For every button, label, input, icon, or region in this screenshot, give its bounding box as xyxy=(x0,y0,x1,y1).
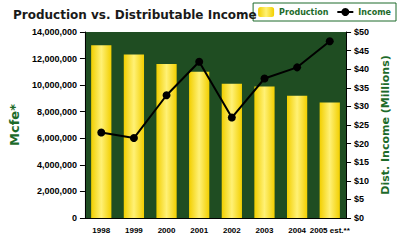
svg-text:Mcfe*: Mcfe* xyxy=(7,104,22,146)
svg-text:$30: $30 xyxy=(354,101,369,111)
svg-text:0: 0 xyxy=(72,213,77,223)
svg-text:$15: $15 xyxy=(354,157,369,167)
svg-text:14,000,000: 14,000,000 xyxy=(32,27,77,37)
svg-text:4,000,000: 4,000,000 xyxy=(37,160,77,170)
svg-text:$25: $25 xyxy=(354,120,369,130)
svg-text:1998: 1998 xyxy=(92,226,110,235)
svg-text:6,000,000: 6,000,000 xyxy=(37,133,77,143)
svg-text:2005 est.**: 2005 est.** xyxy=(310,226,351,235)
svg-text:2003: 2003 xyxy=(256,226,274,235)
svg-text:10,000,000: 10,000,000 xyxy=(32,80,77,90)
svg-text:Dist. Income (Millions): Dist. Income (Millions) xyxy=(379,55,392,195)
svg-text:$20: $20 xyxy=(354,139,369,149)
svg-text:1999: 1999 xyxy=(125,226,143,235)
svg-text:$10: $10 xyxy=(354,176,369,186)
svg-text:$50: $50 xyxy=(354,27,369,37)
svg-text:12,000,000: 12,000,000 xyxy=(32,54,77,64)
svg-text:Production: Production xyxy=(279,8,329,17)
svg-text:2004: 2004 xyxy=(288,226,306,235)
svg-text:8,000,000: 8,000,000 xyxy=(37,107,77,117)
svg-text:2000: 2000 xyxy=(158,226,176,235)
svg-text:2002: 2002 xyxy=(223,226,241,235)
svg-text:2,000,000: 2,000,000 xyxy=(37,186,77,196)
svg-text:Income: Income xyxy=(358,8,391,17)
svg-text:$5: $5 xyxy=(354,194,364,204)
svg-text:$40: $40 xyxy=(354,64,369,74)
svg-text:Production vs. Distributable I: Production vs. Distributable Income xyxy=(13,8,257,22)
svg-text:$35: $35 xyxy=(354,83,369,93)
svg-text:$45: $45 xyxy=(354,46,369,56)
svg-text:2001: 2001 xyxy=(190,226,208,235)
svg-text:$0: $0 xyxy=(354,213,364,223)
